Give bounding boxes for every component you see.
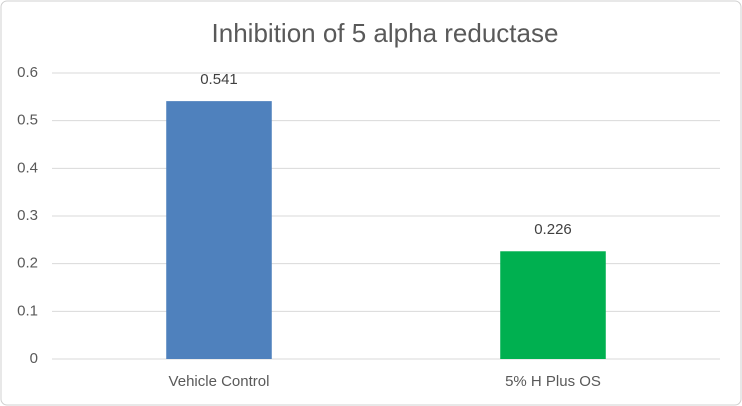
y-tick-label: 0.2 <box>17 255 38 272</box>
x-tick-label: 5% H Plus OS <box>505 373 601 390</box>
y-tick-label: 0.6 <box>17 64 38 81</box>
bar <box>166 101 272 359</box>
y-tick-label: 0.4 <box>17 159 38 176</box>
data-label: 0.541 <box>200 71 238 88</box>
bar <box>500 251 606 359</box>
y-tick-label: 0 <box>30 350 38 367</box>
x-tick-label: Vehicle Control <box>169 373 270 390</box>
y-tick-label: 0.5 <box>17 112 38 129</box>
chart-title: Inhibition of 5 alpha reductase <box>212 18 559 48</box>
data-label: 0.226 <box>534 221 572 238</box>
y-tick-label: 0.1 <box>17 302 38 319</box>
y-tick-label: 0.3 <box>17 207 38 224</box>
